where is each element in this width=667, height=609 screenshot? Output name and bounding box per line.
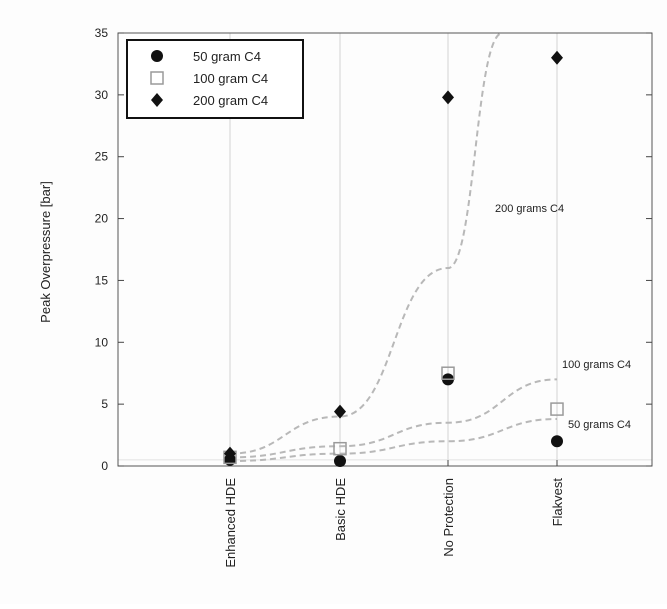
legend-label-2: 200 gram C4 <box>193 93 268 108</box>
y-tick-label-5: 5 <box>101 397 108 411</box>
data-point-s0-3 <box>551 435 563 448</box>
y-tick-label-20: 20 <box>95 212 109 226</box>
legend-label-0: 50 gram C4 <box>193 49 261 64</box>
x-tick-label-3: Flakvest <box>550 478 565 527</box>
data-point-s1-1 <box>333 441 347 456</box>
y-tick-label-25: 25 <box>95 150 109 164</box>
y-tick-label-30: 30 <box>95 88 109 102</box>
legend: 50 gram C4 100 gram C4 200 gram C4 <box>126 39 304 119</box>
legend-marker-2 <box>151 93 163 107</box>
y-tick-label-15: 15 <box>95 273 109 287</box>
x-tick-label-0: Enhanced HDE <box>223 478 238 568</box>
trend-line-0 <box>229 32 503 455</box>
y-tick-label-10: 10 <box>95 335 109 349</box>
y-tick-label-0: 0 <box>101 459 108 473</box>
y-axis-label: Peak Overpressure [bar] <box>38 181 53 323</box>
data-point-s2-2 <box>442 90 454 105</box>
legend-marker-1 <box>150 71 164 85</box>
x-tick-label-1: Basic HDE <box>333 478 348 541</box>
point-layer <box>223 50 564 468</box>
x-tick-label-2: No Protection <box>441 478 456 557</box>
data-point-s2-0 <box>224 446 236 461</box>
data-point-s1-2 <box>441 366 455 380</box>
data-point-s2-1 <box>334 404 346 419</box>
legend-marker-0 <box>151 50 163 62</box>
trend-label-0: 200 grams C4 <box>495 203 564 215</box>
trend-label-2: 50 grams C4 <box>568 419 631 431</box>
data-point-s2-3 <box>551 50 563 65</box>
plot-frame <box>117 32 653 467</box>
trend-line-1 <box>229 378 558 459</box>
trend-layer: 200 grams C4 100 grams C4 50 grams C4 <box>229 32 631 463</box>
legend-label-1: 100 gram C4 <box>193 71 268 86</box>
y-tick-label-35: 35 <box>95 26 109 40</box>
data-point-s0-1 <box>334 455 346 468</box>
data-point-s1-3 <box>550 402 564 416</box>
trend-label-1: 100 grams C4 <box>562 359 631 371</box>
axis-layer: 0 5 10 15 20 25 30 35 Enhanced HDE Basic HDE No Pr… <box>95 26 653 568</box>
